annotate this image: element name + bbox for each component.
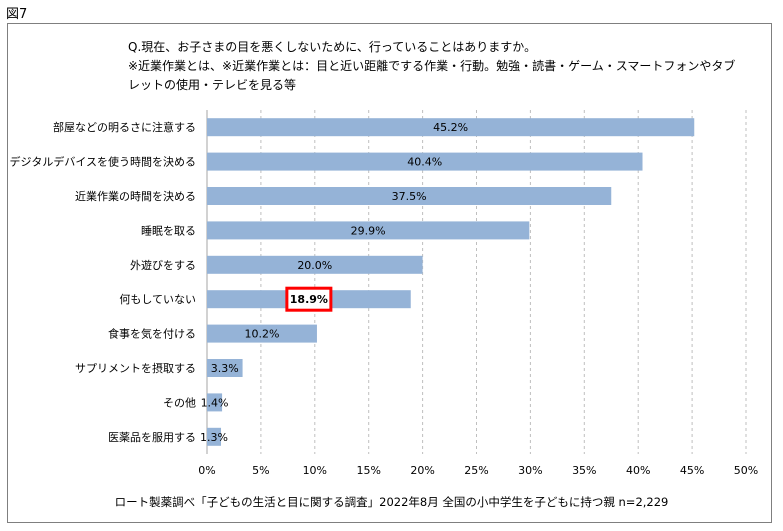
data-label: 29.9%	[351, 224, 386, 237]
data-label: 45.2%	[433, 121, 468, 134]
category-label: 部屋などの明るさに注意する	[53, 120, 196, 134]
category-label: 睡眠を取る	[141, 224, 196, 237]
x-tick-label: 50%	[734, 464, 758, 477]
chart-frame	[7, 23, 772, 523]
bar	[207, 221, 530, 240]
data-label: 10.2%	[245, 328, 280, 341]
x-tick-label: 5%	[252, 464, 269, 477]
data-label: 1.3%	[200, 431, 228, 444]
x-tick-label: 25%	[464, 464, 488, 477]
category-label: 近業作業の時間を決める	[75, 190, 196, 203]
x-tick-label: 40%	[626, 464, 650, 477]
category-label: 医薬品を服用する	[108, 431, 196, 444]
figure-label: 図7	[6, 7, 28, 22]
highlight-box	[285, 286, 333, 312]
x-tick-label: 0%	[198, 464, 215, 477]
x-tick-label: 20%	[410, 464, 434, 477]
data-label: 18.9%	[290, 293, 328, 306]
data-label: 40.4%	[407, 156, 442, 169]
category-label: 食事を気を付ける	[108, 327, 196, 341]
x-tick-label: 35%	[572, 464, 596, 477]
bar	[207, 187, 612, 205]
category-label: サプリメントを摂取する	[75, 361, 196, 375]
x-tick-label: 30%	[518, 464, 542, 477]
category-label: その他	[163, 396, 196, 409]
bar	[207, 393, 223, 412]
category-label: 外遊びをする	[130, 258, 196, 272]
x-tick-label: 45%	[680, 464, 704, 477]
question-line-2: ※近業作業とは、※近業作業とは：目と近い距離でする作業・行動。勉強・読書・ゲーム…	[128, 59, 736, 73]
question-line-3: レットの使用・テレビを見る等	[128, 78, 297, 92]
bar	[207, 359, 243, 377]
x-tick-label: 10%	[303, 464, 327, 477]
bar	[207, 255, 423, 274]
data-label: 20.0%	[297, 259, 332, 272]
category-label: 何もしていない	[119, 293, 196, 306]
bar	[207, 427, 222, 446]
bar	[207, 324, 317, 343]
data-label: 37.5%	[392, 190, 427, 203]
question-line-1: Q.現在、お子さまの目を悪くしないために、行っていることはありますか。	[128, 40, 537, 54]
bar	[207, 118, 695, 137]
data-label: 3.3%	[211, 362, 239, 375]
bar	[207, 152, 643, 171]
data-label: 1.4%	[201, 396, 229, 409]
x-tick-label: 15%	[356, 464, 380, 477]
category-label: デジタルデバイスを使う時間を決める	[10, 155, 196, 169]
source-note: ロート製薬調べ「子どもの生活と目に関する調査」2022年8月 全国の小中学生を子…	[114, 495, 669, 509]
